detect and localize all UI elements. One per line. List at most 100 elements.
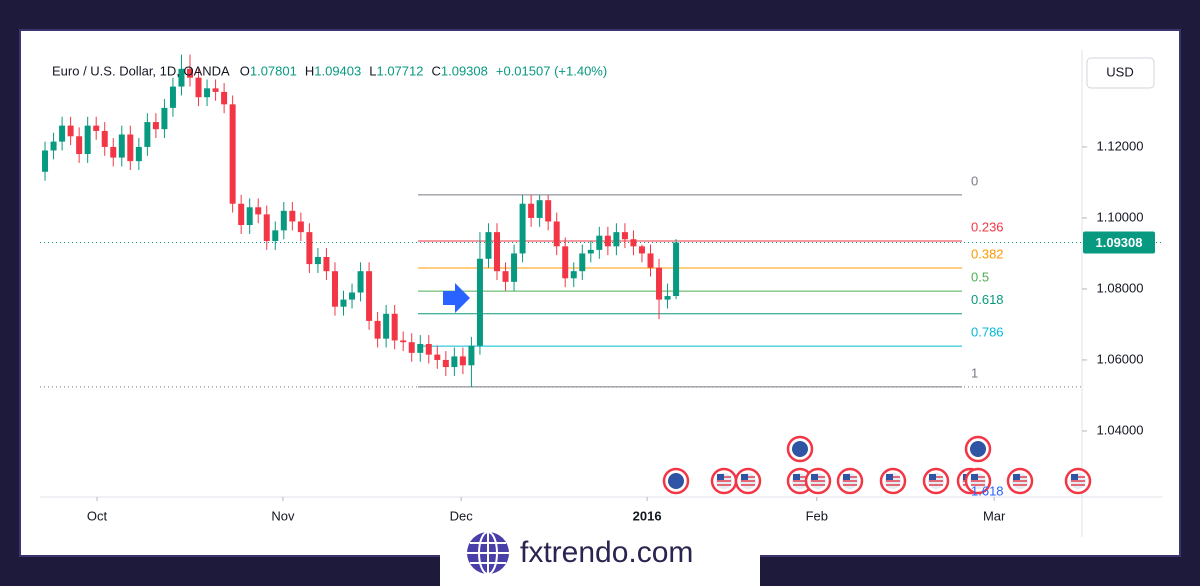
candle-body: [604, 235, 611, 247]
candle-body: [280, 210, 287, 231]
candle-body: [417, 343, 424, 353]
candle-body: [59, 125, 66, 142]
y-tick-label: 1.06000: [1097, 351, 1144, 366]
candle-body: [545, 200, 552, 222]
candle-body: [408, 342, 415, 353]
header-text: 1.09403: [314, 63, 361, 78]
header-text: +0.01507 (+1.40%): [496, 63, 607, 78]
candle-body: [331, 271, 338, 307]
candle-body: [255, 207, 262, 215]
header-key: O: [240, 63, 250, 78]
candle-body: [118, 134, 125, 158]
candle-body: [212, 88, 219, 92]
candle-body: [340, 299, 347, 307]
header-text: 1.07712: [376, 63, 423, 78]
last-price-label: 1.09308: [1096, 235, 1143, 250]
candle-body: [67, 125, 74, 137]
candle-body: [442, 359, 449, 368]
fib-label: 0.236: [971, 219, 1004, 234]
plot-area: [40, 54, 1162, 388]
brand-name: fxtrendo.com: [520, 536, 693, 569]
candle-body: [144, 122, 151, 147]
flag-canton: [1071, 474, 1078, 480]
event-icon-fill: [792, 441, 808, 457]
candle-body: [135, 146, 142, 162]
flag-canton: [843, 474, 850, 480]
fib-label: 1.618: [971, 483, 1004, 498]
candle-body: [169, 86, 176, 108]
header: Euro / U.S. Dollar, 1D, OANDA O 1.07801 H 1.…: [52, 63, 607, 78]
candle-body: [50, 141, 57, 151]
candle-body: [374, 320, 381, 339]
candle-body: [263, 214, 270, 242]
last-price-badge: [1083, 231, 1155, 254]
currency-button[interactable]: [1086, 57, 1155, 89]
candle-body: [630, 239, 637, 247]
candle-body: [638, 246, 645, 254]
candle-body: [84, 125, 91, 155]
candle-body: [76, 136, 83, 155]
candle-body: [323, 256, 330, 272]
candle-body: [664, 296, 671, 300]
candle-body: [238, 203, 245, 226]
candle-body: [101, 130, 108, 147]
fib-label: 0.5: [971, 270, 989, 285]
candle-body: [297, 221, 304, 233]
candle-body: [536, 200, 543, 218]
candle-body: [152, 122, 159, 130]
header-text: 1.09308: [441, 63, 488, 78]
candle-body: [451, 356, 458, 368]
brand-pill: [440, 524, 760, 586]
y-tick-label: 1.10000: [1097, 209, 1144, 224]
fib-label: 0.382: [971, 246, 1004, 261]
fib-label: 1: [971, 365, 978, 380]
fib-label: 0.786: [971, 325, 1004, 340]
candle-body: [579, 253, 586, 272]
flag-canton: [811, 474, 818, 480]
candle-body: [229, 104, 236, 204]
event-icon-fill: [668, 473, 684, 489]
flag-canton: [1013, 474, 1020, 480]
y-tick-label: 1.12000: [1097, 138, 1144, 153]
x-tick-label: Feb: [806, 508, 828, 523]
candle-body: [468, 345, 475, 366]
flag-canton: [886, 474, 893, 480]
event-icons: [662, 435, 1092, 495]
candle-body: [400, 340, 407, 343]
candle-body: [502, 271, 509, 282]
candle-body: [562, 246, 569, 279]
x-tick-label: Mar: [983, 508, 1006, 523]
candle-body: [383, 313, 390, 339]
candle-body: [476, 258, 483, 346]
candle-body: [553, 221, 560, 247]
candle-body: [425, 343, 432, 355]
candle-body: [647, 253, 654, 268]
candle-body: [434, 354, 441, 360]
arrow-marker: [443, 283, 470, 313]
candle-body: [570, 271, 577, 279]
header-key: C: [431, 63, 440, 78]
x-tick-label: Dec: [450, 508, 474, 523]
fib-label: 0.618: [971, 292, 1004, 307]
candle-body: [493, 232, 500, 272]
candle-body: [161, 107, 168, 130]
brand-logo: [467, 531, 509, 575]
candle-body: [127, 134, 134, 162]
header-key: L: [369, 63, 376, 78]
y-tick-label: 1.04000: [1097, 422, 1144, 437]
flag-canton: [793, 474, 800, 480]
flag-canton: [741, 474, 748, 480]
header-text: 1.07801: [250, 63, 297, 78]
x-tick-label: Oct: [87, 508, 108, 523]
x-tick-label: 2016: [633, 508, 662, 523]
header-key: H: [305, 63, 314, 78]
candle-body: [391, 313, 398, 341]
candle-body: [187, 68, 194, 78]
candle-body: [246, 207, 253, 226]
candle-body: [314, 256, 321, 265]
candle-body: [528, 203, 535, 218]
candle-body: [621, 232, 628, 240]
candle-body: [656, 267, 663, 300]
